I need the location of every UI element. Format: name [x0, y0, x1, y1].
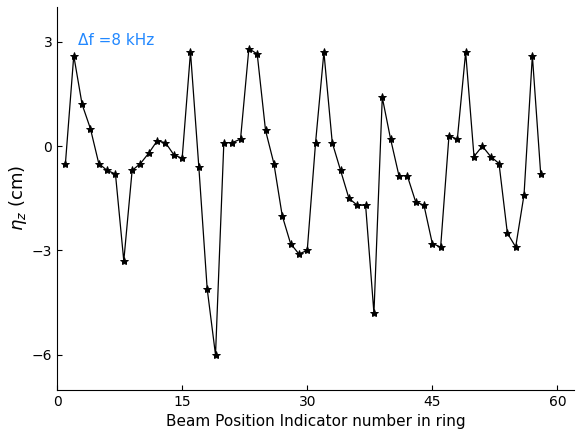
X-axis label: Beam Position Indicator number in ring: Beam Position Indicator number in ring	[166, 414, 465, 429]
Y-axis label: $\eta_{z}$ (cm): $\eta_{z}$ (cm)	[7, 165, 29, 232]
Text: Δf =8 kHz: Δf =8 kHz	[78, 33, 154, 48]
